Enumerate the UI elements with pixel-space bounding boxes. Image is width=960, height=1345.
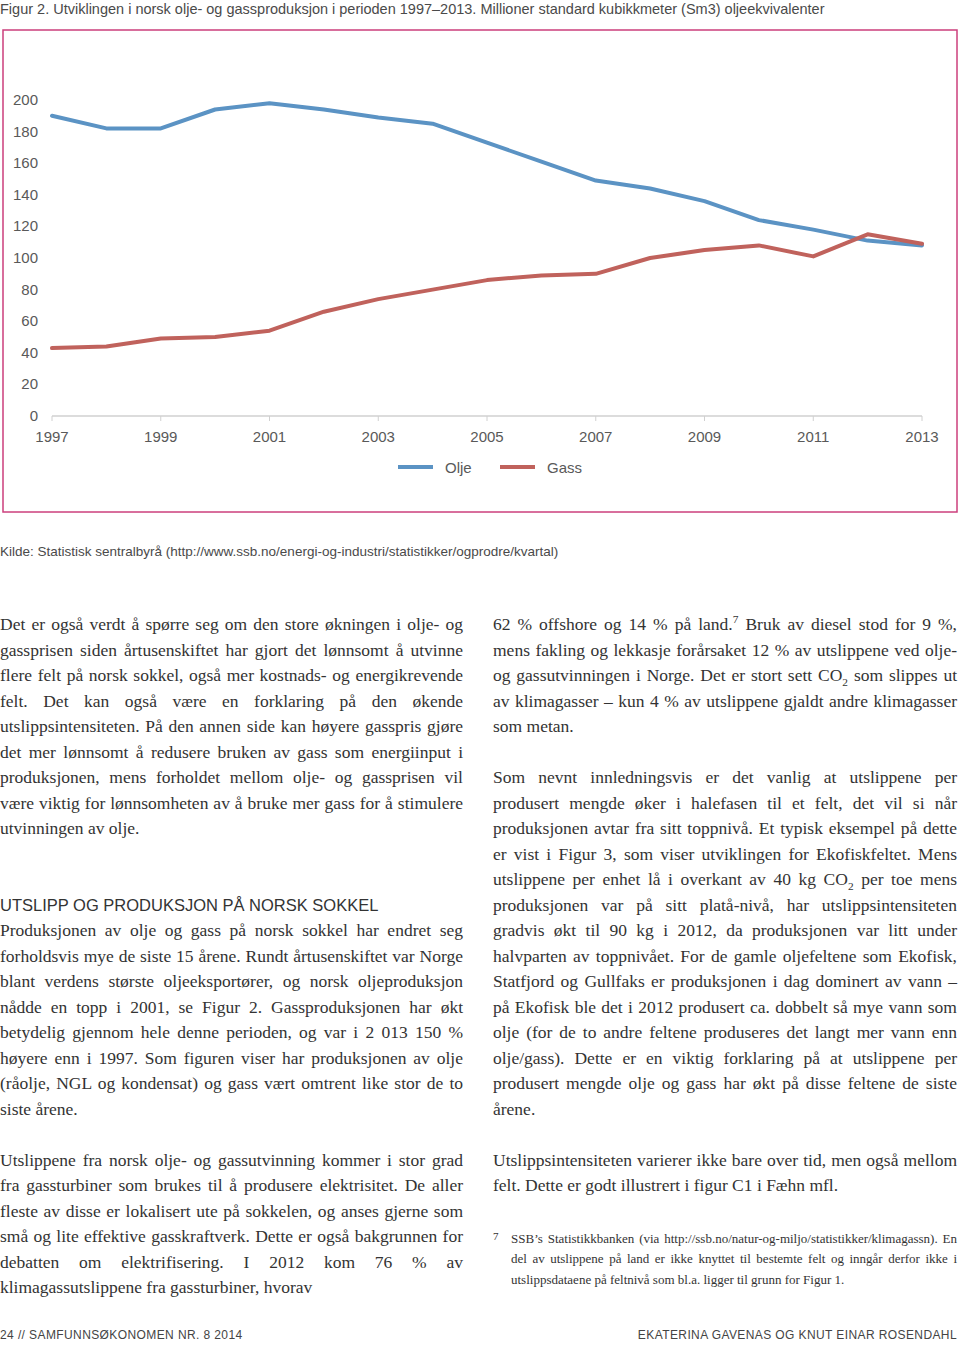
plot-area	[52, 103, 922, 348]
y-tick-label: 40	[21, 344, 38, 361]
figure-caption: Figur 2. Utviklingen i norsk olje- og ga…	[0, 0, 950, 18]
x-tick-label: 1999	[144, 428, 177, 445]
paragraph: Utslippsintensiteten varierer ikke bare …	[493, 1148, 957, 1199]
y-tick	[49, 100, 52, 101]
y-tick	[49, 289, 52, 290]
text-segment: 7	[733, 613, 739, 625]
text-column: 62 % offshore og 14 % på land.7 Bruk av …	[493, 612, 957, 1290]
x-tick	[160, 416, 161, 421]
x-tick-label: 2007	[579, 428, 612, 445]
y-tick-label: 20	[21, 375, 38, 392]
text-segment: UTSLIPP OG PRODUKSJON PÅ NORSK SOKKEL	[0, 896, 378, 914]
text-segment: SSB’s Statistikkbanken (via http://ssb.n…	[511, 1231, 957, 1287]
y-tick-label: 140	[13, 186, 38, 203]
y-tick	[49, 194, 52, 195]
y-tick-label: 180	[13, 123, 38, 140]
paragraph: Det er også verdt å spørre seg om den st…	[0, 612, 463, 842]
paragraph: Som nevnt innledningsvis er det vanlig a…	[493, 765, 957, 1122]
y-tick	[49, 163, 52, 164]
y-tick-label: 120	[13, 217, 38, 234]
text-segment: 2	[842, 676, 848, 688]
x-tick-label: 2013	[905, 428, 938, 445]
y-tick-label: 80	[21, 281, 38, 298]
text-segment: 2	[848, 880, 854, 892]
text-column: Det er også verdt å spørre seg om den st…	[0, 612, 463, 1301]
footer-right: EKATERINA GAVENAS OG KNUT EINAR ROSENDAH…	[638, 1328, 957, 1342]
text-segment: Det er også verdt å spørre seg om den st…	[0, 614, 463, 838]
y-tick-label: 60	[21, 312, 38, 329]
figure-source: Kilde: Statistisk sentralbyrå (http://ww…	[0, 544, 558, 559]
text-segment: per toe mens produksjonen var på sitt pl…	[493, 869, 957, 1119]
y-tick-label: 160	[13, 154, 38, 171]
y-tick-label: 100	[13, 249, 38, 266]
y-tick-label: 0	[30, 407, 38, 424]
legend-label: Gass	[547, 459, 582, 476]
text-segment: 62 % offshore og 14 % på land.	[493, 614, 733, 634]
y-tick	[49, 321, 52, 322]
x-tick	[922, 416, 923, 421]
legend-label: Olje	[445, 459, 472, 476]
y-tick	[49, 352, 52, 353]
y-tick	[49, 258, 52, 259]
series-line	[52, 234, 922, 348]
x-tick-label: 2011	[797, 428, 829, 445]
paragraph: 62 % offshore og 14 % på land.7 Bruk av …	[493, 612, 957, 740]
text-segment: Utslippene fra norsk olje- og gassutvinn…	[0, 1150, 463, 1298]
text-segment: Produksjonen av olje og gass på norsk so…	[0, 920, 463, 1119]
paragraph: Produksjonen av olje og gass på norsk so…	[0, 918, 463, 1122]
y-tick-label: 200	[13, 91, 38, 108]
x-tick-label: 2009	[688, 428, 721, 445]
y-tick	[49, 384, 52, 385]
x-tick	[595, 416, 596, 421]
legend-swatch	[500, 465, 535, 469]
chart: 0 20 40 60 80 100 120 140 160 180 200 1997 1999 2001 2…	[0, 0, 960, 530]
x-tick	[378, 416, 379, 421]
x-tick-label: 2001	[253, 428, 286, 445]
y-tick	[49, 131, 52, 132]
x-tick	[487, 416, 488, 421]
heading: UTSLIPP OG PRODUKSJON PÅ NORSK SOKKEL	[0, 893, 463, 919]
footer-left: 24 // SAMFUNNSØKONOMEN NR. 8 2014	[0, 1328, 243, 1342]
legend-swatch	[398, 465, 433, 469]
paragraph: Utslippene fra norsk olje- og gassutvinn…	[0, 1148, 463, 1301]
series-line	[52, 103, 922, 245]
x-tick-label: 1997	[35, 428, 68, 445]
x-tick	[704, 416, 705, 421]
figure-frame	[3, 30, 957, 512]
x-tick	[813, 416, 814, 421]
x-tick	[269, 416, 270, 421]
text-segment: Utslippsintensiteten varierer ikke bare …	[493, 1150, 957, 1196]
footnote: 7 SSB’s Statistikkbanken (via http://ssb.…	[493, 1229, 957, 1291]
x-tick-label: 2003	[362, 428, 395, 445]
x-tick	[52, 416, 53, 421]
footnote-number: 7	[493, 1226, 499, 1247]
x-tick-label: 2005	[470, 428, 503, 445]
y-tick	[49, 226, 52, 227]
